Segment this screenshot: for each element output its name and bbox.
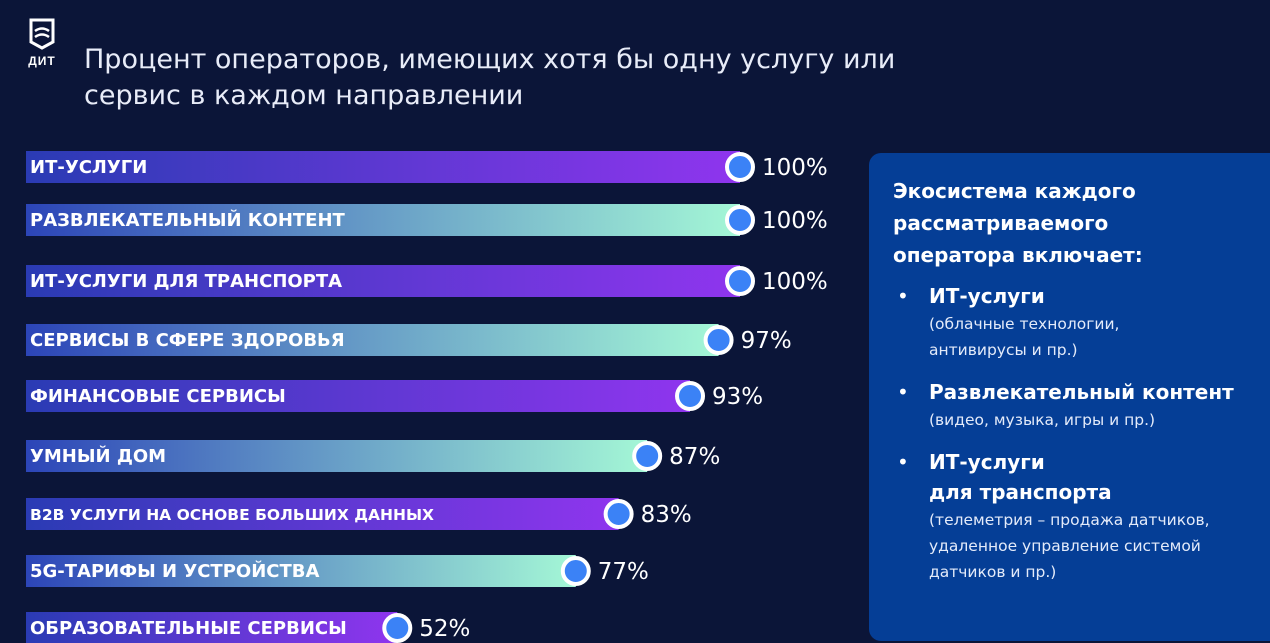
bar (26, 151, 740, 183)
bullet-icon: • (897, 450, 909, 474)
panel-item-it-services: • ИТ-услуги (облачные технологии, антиви… (893, 281, 1250, 363)
bar (26, 324, 719, 356)
bar-value-label: 100% (762, 155, 828, 181)
bar (26, 204, 740, 236)
panel-item-desc: (телеметрия – продажа датчиков, (929, 511, 1210, 529)
bar-end-marker (603, 499, 634, 529)
bar-end-marker (675, 381, 706, 411)
bar (26, 498, 619, 530)
bar-end-marker (632, 441, 663, 471)
bar-category-label: СЕРВИСЫ В СФЕРЕ ЗДОРОВЬЯ (30, 330, 345, 351)
bar (26, 380, 691, 412)
logo-mark-icon (29, 18, 55, 50)
panel-item-title: Развлекательный контент (929, 380, 1234, 404)
bar-value-label: 93% (712, 384, 763, 410)
bar-category-label: B2B УСЛУГИ НА ОСНОВЕ БОЛЬШИХ ДАННЫХ (30, 506, 434, 524)
bar-end-marker (725, 205, 755, 235)
page-title: Процент операторов, имеющих хотя бы одну… (84, 44, 896, 112)
bar-category-label: ИТ-УСЛУГИ ДЛЯ ТРАНСПОРТА (30, 271, 342, 292)
bar-value-label: 87% (669, 444, 720, 470)
bar-category-label: 5G-ТАРИФЫ И УСТРОЙСТВА (30, 560, 319, 582)
bar-value-label: 97% (741, 328, 792, 354)
bar-value-label: 100% (762, 269, 828, 295)
panel-list: • ИТ-услуги (облачные технологии, антиви… (893, 281, 1250, 585)
bullet-icon: • (897, 380, 909, 404)
panel-item-desc: датчиков и пр.) (929, 563, 1057, 581)
panel-item-title: ИТ-услуги (929, 450, 1045, 474)
panel-item-transport: • ИТ-услуги для транспорта (телеметрия –… (893, 447, 1250, 585)
panel-heading: Экосистема каждого рассматриваемого опер… (893, 179, 1143, 267)
bar-end-marker (725, 152, 755, 182)
bar-end-marker (703, 325, 734, 355)
bar-value-label: 100% (762, 208, 828, 234)
bar (26, 265, 740, 297)
ecosystem-panel: Экосистема каждого рассматриваемого опер… (869, 153, 1270, 641)
panel-item-title: ИТ-услуги (929, 284, 1045, 308)
panel-item-desc: (видео, музыка, игры и пр.) (929, 411, 1156, 429)
bar (26, 555, 576, 587)
bar (26, 440, 648, 472)
panel-item-title: для транспорта (929, 480, 1112, 504)
bar-category-label: ИТ-УСЛУГИ (30, 157, 147, 178)
bar-value-label: 83% (641, 502, 692, 528)
panel-item-desc: удаленное управление системой (929, 537, 1201, 555)
bullet-icon: • (897, 284, 909, 308)
bar-value-label: 77% (598, 559, 649, 585)
panel-item-desc: антивирусы и пр.) (929, 341, 1078, 359)
bar-chart: ИТ-УСЛУГИ 100% РАЗВЛЕКАТЕЛЬНЫЙ КОНТЕНТ 100%… (26, 151, 828, 643)
bars-group: ИТ-УСЛУГИ 100% РАЗВЛЕКАТЕЛЬНЫЙ КОНТЕНТ 100%… (26, 151, 828, 643)
bar-end-marker (560, 556, 591, 586)
bar (26, 612, 398, 643)
panel-item-desc: (облачные технологии, (929, 315, 1120, 333)
bar-value-label: 52% (419, 616, 470, 642)
bar-end-marker (725, 266, 755, 296)
bar-category-label: УМНЫЙ ДОМ (30, 445, 166, 467)
bar-category-label: ОБРАЗОВАТЕЛЬНЫЕ СЕРВИСЫ (30, 618, 347, 639)
bar-category-label: РАЗВЛЕКАТЕЛЬНЫЙ КОНТЕНТ (30, 209, 346, 231)
bar-category-label: ФИНАНСОВЫЕ СЕРВИСЫ (30, 386, 286, 407)
logo: ДИТ (22, 18, 62, 70)
panel-item-entertainment: • Развлекательный контент (видео, музыка… (893, 377, 1250, 433)
logo-text: ДИТ (28, 54, 56, 68)
bar-end-marker (382, 613, 413, 643)
